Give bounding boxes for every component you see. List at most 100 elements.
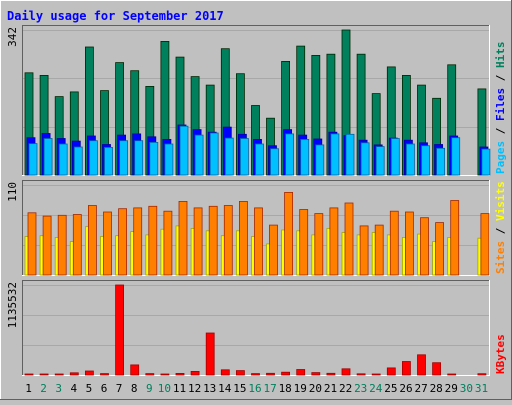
- bar-kbytes-day-7: [115, 284, 124, 376]
- bar-kbytes-day-17: [266, 372, 275, 376]
- bar-pages-day-24: [375, 146, 385, 176]
- panel-hits-legend: Pages / Files / Hits: [494, 42, 507, 175]
- panel-visits-legend-part-1: /: [494, 221, 507, 241]
- bar-pages-day-1: [28, 143, 38, 176]
- x-tick-label-27: 27: [414, 382, 427, 395]
- bar-pages-day-23: [360, 142, 370, 176]
- bar-pages-day-9: [149, 141, 159, 176]
- bar-sites-day-8: [133, 207, 143, 276]
- x-tick-label-11: 11: [173, 382, 186, 395]
- bar-pages-day-26: [405, 143, 415, 176]
- x-tick-label-16: 16: [248, 382, 261, 395]
- panel-hits-legend-part-0: Hits: [494, 42, 507, 69]
- bar-kbytes-day-26: [401, 361, 411, 376]
- bar-kbytes-day-31: [477, 373, 487, 376]
- bar-kbytes-day-14: [220, 369, 230, 376]
- x-tick-label-1: 1: [25, 382, 32, 395]
- bar-pages-day-15: [239, 138, 249, 176]
- panel-visits-legend-part-2: Sites: [494, 241, 507, 274]
- bar-pages-day-18: [285, 133, 295, 176]
- bar-sites-day-26: [404, 211, 414, 276]
- bar-sites-day-20: [314, 213, 324, 276]
- bar-pages-day-8: [134, 140, 144, 176]
- x-tick-label-23: 23: [354, 382, 367, 395]
- x-tick-label-18: 18: [279, 382, 292, 395]
- bar-pages-day-21: [330, 133, 340, 176]
- bar-pages-day-12: [194, 134, 204, 176]
- x-tick-label-20: 20: [309, 382, 322, 395]
- bar-kbytes-day-5: [85, 370, 94, 376]
- bar-kbytes-day-21: [326, 372, 336, 376]
- bar-pages-day-11: [179, 125, 189, 176]
- chart-panels: 342 Pages / Files / Hits 110 Sites / Visits…: [6, 25, 507, 376]
- bar-sites-day-19: [299, 209, 309, 276]
- panel-kbytes-ymax-label: 1135532: [6, 282, 19, 328]
- x-tick-label-2: 2: [40, 382, 47, 395]
- bar-kbytes-day-20: [311, 372, 321, 376]
- panel-visits-ymax-label: 110: [6, 182, 19, 202]
- bar-sites-day-4: [72, 214, 82, 276]
- x-tick-label-10: 10: [158, 382, 171, 395]
- bar-kbytes-day-3: [54, 373, 64, 376]
- bar-kbytes-day-23: [356, 373, 366, 376]
- bar-sites-day-21: [329, 207, 339, 276]
- x-tick-label-28: 28: [430, 382, 443, 395]
- bar-pages-day-29: [451, 137, 461, 176]
- x-tick-label-24: 24: [369, 382, 383, 395]
- bar-sites-day-27: [420, 217, 429, 276]
- bar-sites-day-13: [208, 205, 218, 276]
- x-tick-label-12: 12: [188, 382, 201, 395]
- bar-sites-day-11: [178, 200, 188, 276]
- bar-sites-day-6: [103, 211, 112, 276]
- x-tick-label-31: 31: [475, 382, 488, 395]
- bar-kbytes-day-24: [371, 373, 381, 376]
- panel-kbytes: 1135532 KBytes: [6, 280, 507, 376]
- bar-pages-day-5: [89, 140, 98, 176]
- bar-sites-day-22: [344, 202, 354, 276]
- bar-sites-day-24: [374, 224, 384, 276]
- bar-kbytes-day-9: [145, 373, 155, 376]
- bar-kbytes-day-27: [417, 354, 426, 376]
- bar-kbytes-day-15: [235, 370, 245, 376]
- bar-pages-day-28: [436, 147, 446, 176]
- x-tick-label-22: 22: [339, 382, 352, 395]
- bar-kbytes-day-8: [130, 364, 140, 376]
- bar-kbytes-day-22: [341, 368, 351, 376]
- x-tick-label-26: 26: [399, 382, 412, 395]
- bar-sites-day-5: [88, 205, 97, 276]
- chart-title: Daily usage for September 2017: [7, 9, 224, 23]
- x-tick-label-17: 17: [263, 382, 276, 395]
- bar-kbytes-day-11: [175, 372, 185, 376]
- panel-visits: 110 Sites / Visits: [6, 180, 507, 276]
- x-tick-label-6: 6: [101, 382, 108, 395]
- panel-visits-legend-part-0: Visits: [494, 181, 507, 221]
- bar-sites-day-12: [193, 207, 203, 276]
- x-tick-label-7: 7: [116, 382, 123, 395]
- bar-pages-day-16: [255, 143, 264, 176]
- bar-pages-day-3: [58, 143, 68, 176]
- x-tick-label-15: 15: [233, 382, 246, 395]
- bar-pages-day-10: [164, 143, 174, 176]
- x-tick-label-3: 3: [55, 382, 62, 395]
- bar-sites-day-7: [118, 208, 127, 276]
- bar-kbytes-day-25: [386, 367, 396, 376]
- bar-kbytes-day-29: [447, 373, 457, 376]
- bar-sites-day-3: [57, 214, 67, 276]
- bar-pages-day-17: [270, 148, 279, 176]
- bar-kbytes-day-10: [160, 373, 170, 376]
- bar-pages-day-31: [481, 148, 491, 176]
- bar-sites-day-25: [389, 210, 399, 276]
- x-tick-label-25: 25: [384, 382, 397, 395]
- bar-sites-day-28: [435, 222, 445, 276]
- panel-kbytes-legend-part-0: KBytes: [494, 334, 507, 374]
- bar-kbytes-day-16: [251, 373, 260, 376]
- panel-visits-legend: Sites / Visits: [494, 181, 507, 274]
- panel-hits-ymax-label: 342: [6, 27, 19, 47]
- x-tick-label-13: 13: [203, 382, 216, 395]
- bar-pages-day-7: [119, 140, 128, 176]
- bar-pages-day-2: [43, 138, 53, 176]
- x-axis-labels: 1 2 3 4 5 6 7 8 9 10 11 12 13 14 15 16 17 18 19 20 21 22 23 24 2…: [25, 382, 488, 395]
- x-tick-label-29: 29: [445, 382, 458, 395]
- panel-kbytes-legend: KBytes: [494, 334, 507, 374]
